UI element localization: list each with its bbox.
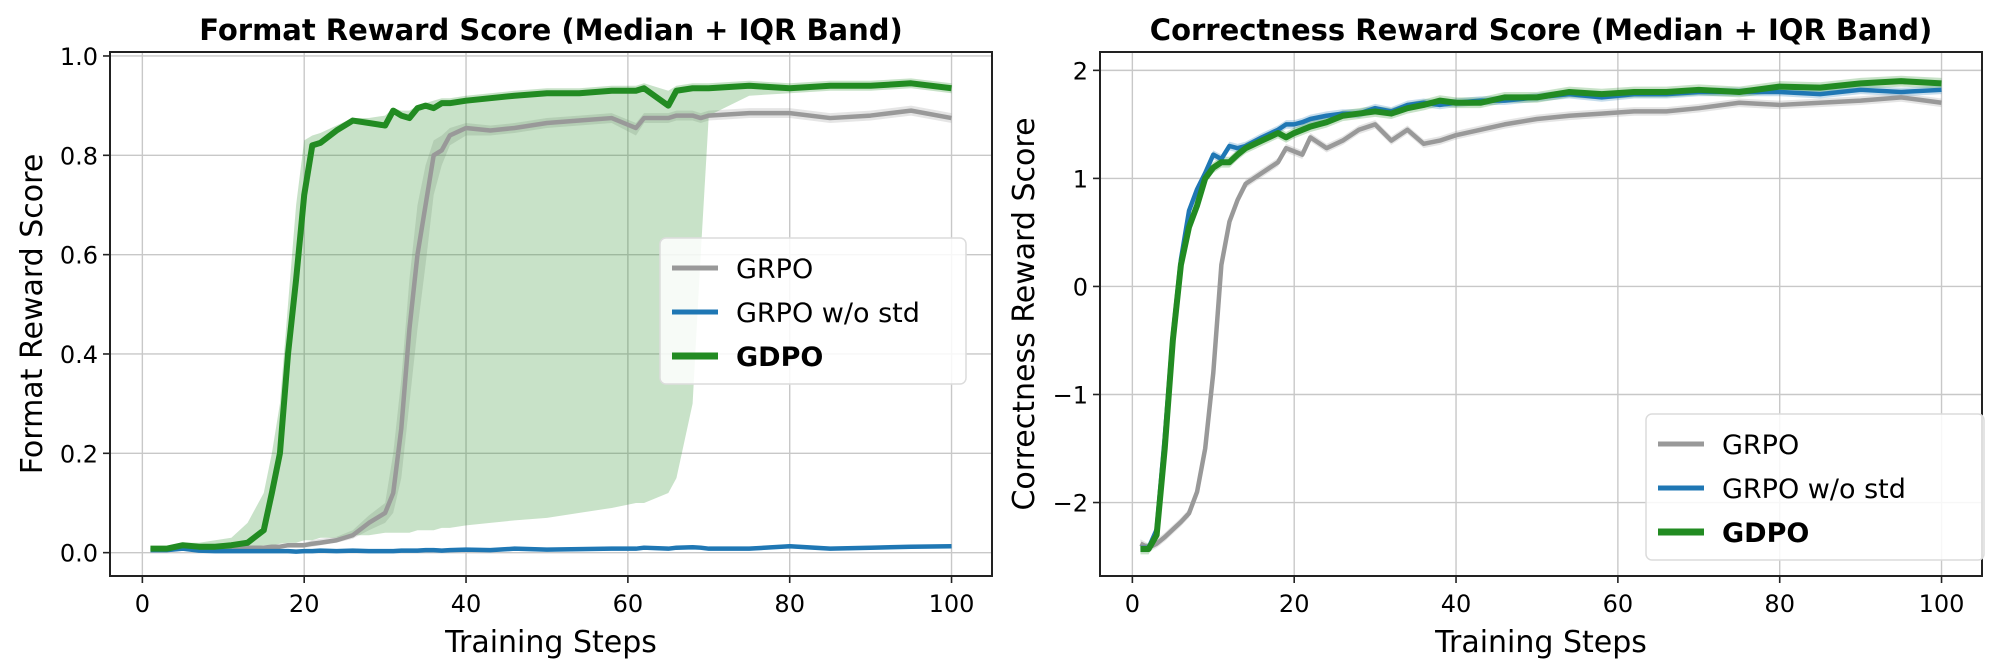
x-tick-label: 0 (1125, 590, 1140, 618)
legend-label: GDPO (736, 342, 823, 373)
legend-label: GRPO (1722, 430, 1799, 461)
axes-frame (1099, 51, 1983, 577)
y-tick-label: −1 (1053, 381, 1088, 409)
axes-frame (109, 51, 993, 577)
x-axis-label: Training Steps (1434, 625, 1647, 660)
legend-box (659, 237, 967, 385)
x-tick-label: 80 (1764, 590, 1795, 618)
y-tick-label: 0.8 (60, 142, 98, 170)
plot-area (150, 78, 952, 554)
y-tick-label: 0.6 (60, 242, 98, 270)
x-tick-label: 40 (451, 590, 482, 618)
format-reward-chart: Format Reward Score (Median + IQR Band) … (15, 13, 993, 660)
x-tick-label: 40 (1441, 590, 1472, 618)
series-line-grpo-w-o-std (150, 543, 952, 554)
series-line-gdpo (1140, 78, 1942, 552)
plot-area (1139, 75, 1942, 555)
x-tick-label: 20 (1279, 590, 1310, 618)
x-tick-label: 20 (289, 590, 320, 618)
y-tick-label: 0.2 (60, 440, 98, 468)
x-tick-label: 80 (774, 590, 805, 618)
y-axis-label: Format Reward Score (15, 154, 50, 475)
legend-label: GDPO (1722, 518, 1809, 549)
y-tick-label: 0 (1073, 273, 1088, 301)
series-line-grpo (150, 108, 952, 551)
legend: GRPO GRPO w/o std GDPO (659, 237, 967, 385)
series-line-gdpo (150, 80, 952, 552)
y-axis-label: Correctness Reward Score (1007, 117, 1042, 510)
x-axis-label: Training Steps (444, 625, 657, 660)
x-tick-label: 60 (613, 590, 644, 618)
chart-title: Correctness Reward Score (Median + IQR B… (1150, 13, 1932, 47)
legend-box (1645, 413, 1985, 561)
legend-label: GRPO w/o std (736, 298, 920, 329)
iqr-band-gdpo (150, 78, 952, 551)
legend-label: GRPO (736, 254, 813, 285)
x-tick-label: 100 (1919, 590, 1965, 618)
x-tick-label: 60 (1603, 590, 1634, 618)
x-tick-label: 100 (929, 590, 975, 618)
correctness-reward-chart: Correctness Reward Score (Median + IQR B… (1007, 13, 1985, 660)
legend-label: GRPO w/o std (1722, 474, 1906, 505)
x-tick-label: 0 (135, 590, 150, 618)
y-tick-label: 1 (1073, 165, 1088, 193)
y-tick-label: 1.0 (60, 43, 98, 71)
chart-title: Format Reward Score (Median + IQR Band) (199, 13, 903, 47)
y-tick-label: −2 (1053, 490, 1088, 518)
y-tick-label: 2 (1073, 57, 1088, 85)
legend: GRPO GRPO w/o std GDPO (1645, 413, 1985, 561)
y-tick-label: 0.4 (60, 341, 98, 369)
y-tick-label: 0.0 (60, 540, 98, 568)
series-line-grpo (1139, 95, 1942, 551)
